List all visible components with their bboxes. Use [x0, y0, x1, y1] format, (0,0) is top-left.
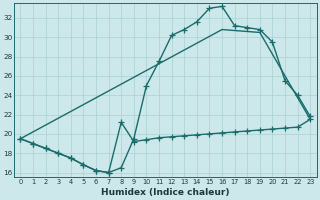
X-axis label: Humidex (Indice chaleur): Humidex (Indice chaleur): [101, 188, 229, 197]
